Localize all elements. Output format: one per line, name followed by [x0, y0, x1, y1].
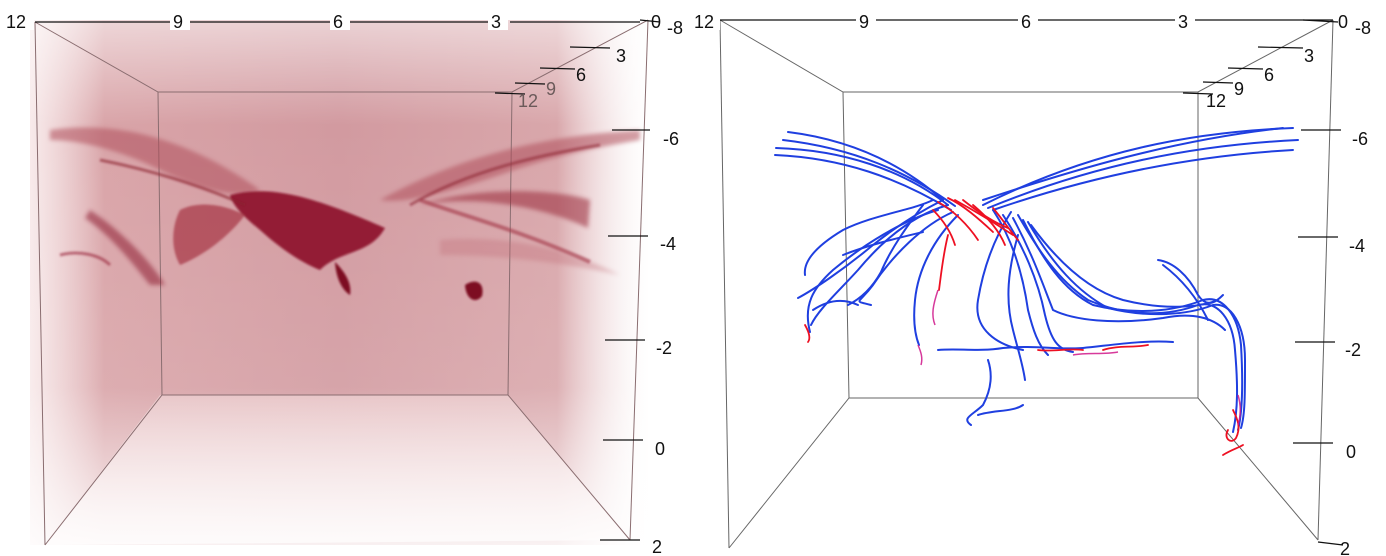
right-axis-labels: -6 -4 -2 0 2 — [652, 129, 679, 556]
right-tick-label: -4 — [660, 234, 676, 254]
field-lines-svg: 12 9 6 3 0 -8 3 6 9 12 -6 -4 -2 0 2 — [693, 8, 1371, 556]
right-tick-label: 0 — [655, 439, 665, 459]
top-tick-label: 3 — [1178, 12, 1188, 32]
volume-render-panel: 12 9 6 3 0 -8 3 6 9 12 -6 -4 -2 0 2 — [2, 8, 684, 556]
top-tick-label: 0 — [1338, 12, 1348, 32]
right-tick-label: -6 — [1352, 129, 1368, 149]
top-axis-labels: 12 9 6 3 0 — [693, 8, 1348, 32]
magenta-field-segments — [917, 289, 1241, 426]
right-tick-label: -6 — [663, 129, 679, 149]
depth-tick-label: 12 — [1206, 91, 1226, 111]
highlighted-field-segments — [804, 197, 1244, 456]
depth-tick-label: 6 — [576, 65, 586, 85]
right-tick-label: -2 — [656, 338, 672, 358]
axis-ticks — [35, 19, 661, 541]
depth-tick-label: 9 — [1234, 79, 1244, 99]
depth-tick-label: 3 — [616, 46, 626, 66]
right-tick-label: -4 — [1349, 236, 1365, 256]
depth-tick-label: 6 — [1264, 65, 1274, 85]
depth-tick-label: 12 — [518, 91, 538, 111]
axis-ticks — [720, 19, 1344, 546]
right-tick-label: 2 — [1340, 539, 1350, 556]
top-tick-label: 0 — [651, 12, 661, 32]
top-tick-label: 3 — [491, 12, 501, 32]
depth-tick-label: -8 — [1355, 18, 1371, 38]
depth-axis-labels: -8 3 6 9 12 — [518, 18, 683, 111]
field-lines-panel: 12 9 6 3 0 -8 3 6 9 12 -6 -4 -2 0 2 — [693, 0, 1386, 556]
depth-tick-label: 3 — [1304, 46, 1314, 66]
top-tick-label: 9 — [173, 12, 183, 32]
top-axis-labels: 12 9 6 3 0 — [2, 8, 661, 32]
top-tick-label: 12 — [6, 12, 26, 32]
right-tick-label: 2 — [652, 537, 662, 556]
depth-tick-label: -8 — [667, 18, 683, 38]
magnetic-field-lines — [774, 127, 1299, 433]
volume-render-svg: 12 9 6 3 0 -8 3 6 9 12 -6 -4 -2 0 2 — [2, 8, 684, 556]
depth-tick-label: 9 — [546, 79, 556, 99]
top-tick-label: 6 — [1021, 12, 1031, 32]
right-axis-labels: -6 -4 -2 0 2 — [1340, 129, 1368, 556]
depth-axis-labels: -8 3 6 9 12 — [1206, 18, 1371, 111]
bounding-box — [719, 19, 1334, 549]
top-tick-label: 12 — [694, 12, 714, 32]
loop-structures — [50, 127, 640, 301]
top-tick-label: 6 — [333, 12, 343, 32]
right-tick-label: -2 — [1345, 340, 1361, 360]
right-tick-label: 0 — [1346, 442, 1356, 462]
top-tick-label: 9 — [859, 12, 869, 32]
